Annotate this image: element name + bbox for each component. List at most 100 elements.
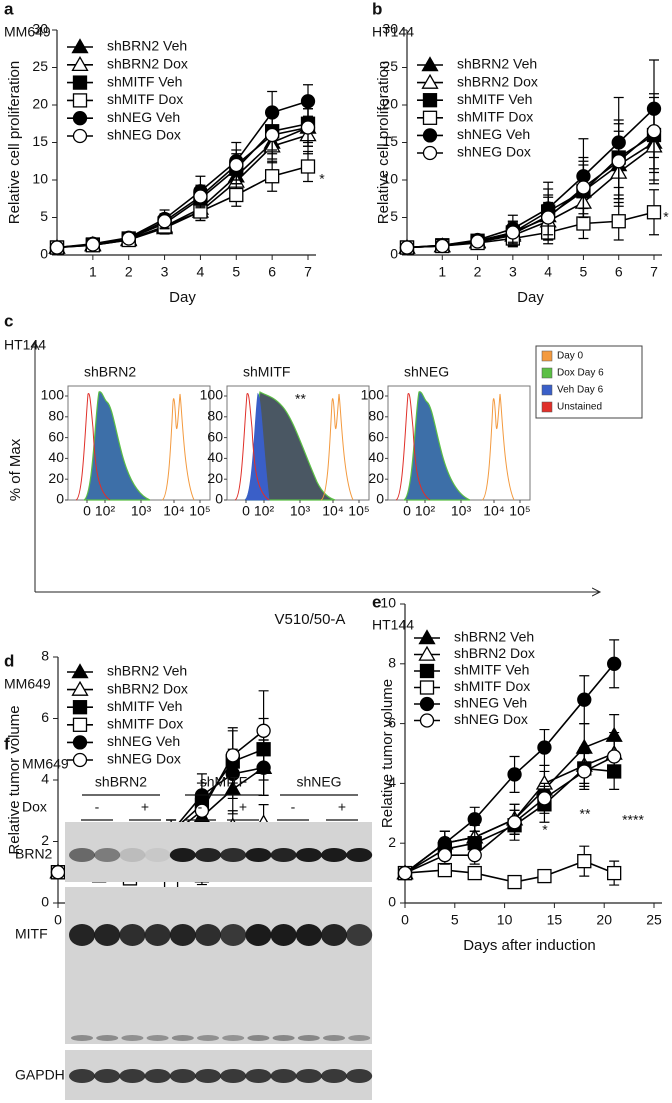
group-label: shBRN2 bbox=[95, 774, 147, 790]
histogram bbox=[395, 391, 515, 501]
y-tick-label: 10 bbox=[382, 171, 398, 187]
group-label: shNEG bbox=[296, 774, 341, 790]
blot-band bbox=[323, 1035, 345, 1041]
marker bbox=[467, 812, 482, 827]
y-axis-label: Relative tumor volume bbox=[6, 705, 23, 854]
blot-band bbox=[144, 924, 171, 946]
blot-band bbox=[146, 1035, 169, 1041]
group-label: shMITF bbox=[200, 774, 247, 790]
legend-marker bbox=[421, 73, 439, 89]
legend-marker bbox=[72, 735, 88, 750]
y-tick-label: 0 bbox=[40, 246, 48, 262]
marker bbox=[646, 205, 662, 220]
legend-label: shNEG Veh bbox=[107, 109, 180, 125]
legend-label: shBRN2 Veh bbox=[454, 629, 534, 645]
histogram-area bbox=[83, 391, 151, 501]
y-tick-label: 60 bbox=[207, 428, 223, 444]
marker bbox=[229, 157, 244, 173]
legend-label: shNEG Veh bbox=[107, 733, 180, 749]
y-tick-label: 8 bbox=[388, 655, 396, 671]
blot-band bbox=[220, 1069, 247, 1083]
row-label: BRN2 bbox=[15, 846, 53, 862]
x-tick-label: 7 bbox=[650, 264, 658, 280]
y-tick-label: 15 bbox=[32, 133, 48, 149]
y-tick-label: 20 bbox=[207, 470, 223, 486]
histogram-title: shBRN2 bbox=[84, 364, 136, 380]
y-tick-label: 10 bbox=[32, 171, 48, 187]
y-tick-label: 20 bbox=[368, 470, 384, 486]
marker bbox=[300, 120, 316, 135]
blot-band bbox=[270, 924, 297, 946]
treatment-sign: + bbox=[141, 799, 149, 815]
legend-label: shMITF Veh bbox=[457, 91, 532, 107]
x-axis-label: Day bbox=[517, 289, 544, 306]
marker bbox=[194, 803, 210, 818]
y-tick-label: 0 bbox=[376, 491, 384, 507]
blot-band bbox=[346, 1069, 373, 1083]
annotation: * bbox=[663, 209, 669, 225]
blot-band bbox=[171, 1035, 194, 1041]
x-tick-label: 4 bbox=[197, 264, 205, 280]
legend-marker bbox=[419, 696, 435, 712]
y-tick-label: 40 bbox=[368, 449, 384, 465]
x-tick-label: 6 bbox=[615, 264, 623, 280]
marker bbox=[49, 240, 65, 255]
blot-strip bbox=[65, 887, 372, 1044]
histogram bbox=[75, 391, 195, 501]
legend-marker bbox=[71, 56, 89, 72]
marker bbox=[540, 210, 556, 225]
marker bbox=[437, 848, 452, 863]
legend-label: Veh Day 6 bbox=[557, 385, 604, 396]
legend-label: Unstained bbox=[557, 402, 602, 413]
legend-label: shBRN2 Dox bbox=[107, 680, 188, 696]
y-axis-label: Relative cell proliferation bbox=[6, 61, 23, 224]
legend-label: shNEG Veh bbox=[457, 126, 530, 142]
blot-band bbox=[119, 1069, 146, 1083]
marker bbox=[157, 214, 172, 229]
treatment-label: Dox bbox=[22, 799, 47, 815]
marker bbox=[611, 214, 626, 229]
y-tick-label: 40 bbox=[207, 449, 223, 465]
marker bbox=[397, 865, 413, 881]
marker bbox=[50, 865, 66, 880]
histogram-curve bbox=[75, 392, 111, 501]
marker bbox=[225, 748, 240, 763]
legend-label: shBRN2 Veh bbox=[457, 56, 537, 72]
legend-marker bbox=[418, 629, 436, 645]
marker bbox=[435, 238, 450, 254]
marker bbox=[470, 234, 485, 249]
y-tick-label: 2 bbox=[388, 834, 396, 850]
legend-label: Day 0 bbox=[557, 351, 584, 362]
panel-label: e bbox=[372, 592, 381, 611]
legend-label: shBRN2 Dox bbox=[457, 73, 538, 89]
treatment-sign: - bbox=[291, 799, 296, 815]
marker bbox=[576, 216, 591, 231]
y-tick-label: 60 bbox=[368, 428, 384, 444]
blot-band bbox=[321, 1069, 347, 1083]
legend-marker bbox=[71, 38, 89, 54]
legend-marker bbox=[419, 663, 435, 679]
y-tick-label: 2 bbox=[41, 832, 49, 848]
legend-label: shMITF Dox bbox=[457, 109, 533, 125]
y-tick-label: 4 bbox=[388, 774, 396, 790]
blot-band bbox=[270, 1069, 297, 1083]
blot-band bbox=[94, 848, 121, 862]
x-tick-label: 0 bbox=[54, 912, 62, 928]
y-tick-label: 20 bbox=[48, 470, 64, 486]
marker bbox=[300, 94, 316, 109]
y-tick-label: 8 bbox=[41, 648, 49, 664]
legend-marker bbox=[422, 145, 438, 161]
legend-marker bbox=[422, 128, 438, 143]
x-tick-label: 10⁵ bbox=[348, 503, 369, 519]
blot-band bbox=[295, 848, 322, 862]
histogram-curve bbox=[234, 392, 270, 501]
y-tick-label: 100 bbox=[361, 387, 385, 403]
flow-x-label: V510/50-A bbox=[275, 611, 346, 628]
legend-marker bbox=[419, 713, 435, 728]
blot-band bbox=[121, 1035, 144, 1041]
blot-band bbox=[169, 1069, 196, 1083]
marker bbox=[577, 853, 592, 869]
marker bbox=[256, 723, 271, 738]
y-tick-label: 0 bbox=[41, 894, 49, 910]
annotation: * bbox=[542, 822, 548, 838]
